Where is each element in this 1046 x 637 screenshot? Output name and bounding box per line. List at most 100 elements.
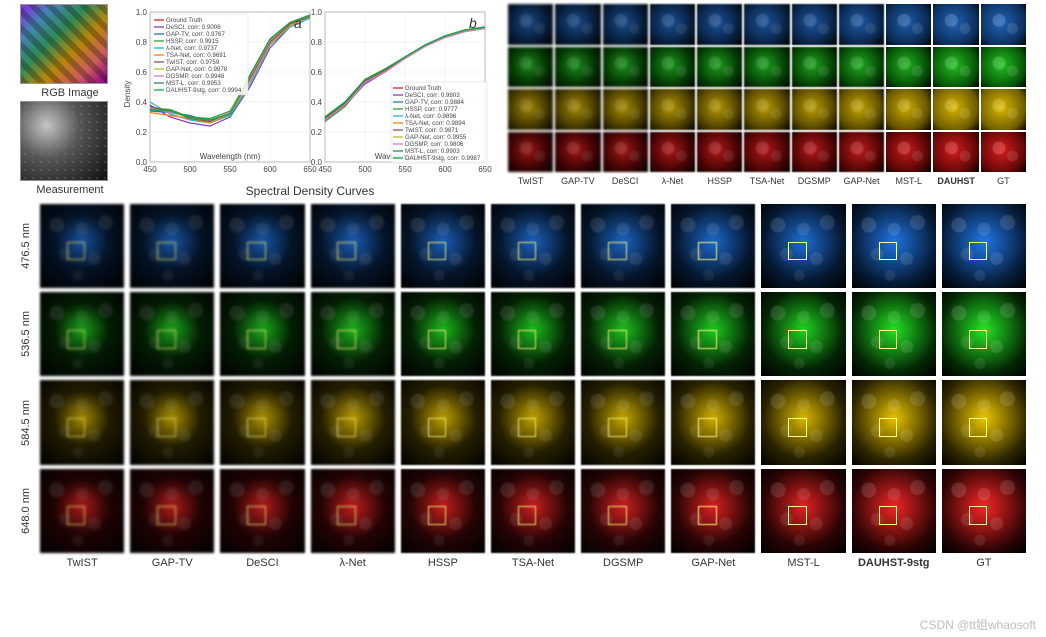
wavelength-label: 476.5 nm <box>20 223 34 269</box>
svg-text:550: 550 <box>398 165 412 174</box>
roi-box <box>879 506 898 525</box>
big-cell <box>942 204 1026 288</box>
mini-cell <box>981 47 1026 88</box>
mini-col-label: GT <box>981 176 1026 186</box>
mini-cell <box>603 47 648 88</box>
top-right-minigrid: TwISTGAP-TVDeSCIλ-NetHSSPTSA-NetDGSMPGAP… <box>500 4 1026 198</box>
roi-box <box>157 506 176 525</box>
roi-box <box>428 242 447 261</box>
measurement-label: Measurement <box>20 184 120 196</box>
mini-cell <box>603 132 648 173</box>
mini-cell <box>555 47 600 88</box>
mini-cell <box>555 4 600 45</box>
mini-cell <box>792 132 837 173</box>
mini-col-label: DGSMP <box>792 176 837 186</box>
svg-text:600: 600 <box>438 165 452 174</box>
mini-cell <box>839 132 884 173</box>
big-grid-row <box>40 380 1026 464</box>
big-cell <box>401 469 485 553</box>
big-cell <box>671 204 755 288</box>
big-column-labels: TwISTGAP-TVDeSCIλ-NetHSSPTSA-NetDGSMPGAP… <box>40 557 1026 569</box>
big-cell <box>220 292 304 376</box>
roi-box <box>247 418 266 437</box>
svg-text:TSA-Net, corr: 0.9691: TSA-Net, corr: 0.9691 <box>166 52 227 59</box>
big-cell <box>581 204 665 288</box>
mini-col-label: MST-L <box>886 176 931 186</box>
rgb-image-thumb <box>20 4 108 84</box>
big-cell <box>581 469 665 553</box>
svg-text:600: 600 <box>263 165 277 174</box>
roi-box <box>608 330 627 349</box>
mini-cell <box>981 89 1026 130</box>
svg-text:MST-L, corr: 0.9903: MST-L, corr: 0.9903 <box>405 148 460 155</box>
big-col-label: DGSMP <box>581 557 665 569</box>
big-cell <box>130 469 214 553</box>
roi-box <box>788 242 807 261</box>
svg-text:Ground Truth: Ground Truth <box>405 85 442 92</box>
mini-cell <box>603 89 648 130</box>
mini-cell <box>744 4 789 45</box>
mini-cell <box>603 4 648 45</box>
big-col-label: TwIST <box>40 557 124 569</box>
roi-box <box>969 242 988 261</box>
mini-cell <box>508 132 553 173</box>
mini-col-label: TSA-Net <box>744 176 789 186</box>
wavelength-label: 536.5 nm <box>20 311 34 357</box>
mini-cell <box>650 89 695 130</box>
big-row: 476.5 nm <box>20 204 1026 288</box>
big-grid-row <box>40 469 1026 553</box>
mini-cell <box>839 47 884 88</box>
big-cell <box>130 380 214 464</box>
roi-box <box>969 506 988 525</box>
roi-box <box>698 506 717 525</box>
mini-cell <box>555 132 600 173</box>
big-col-label: DAUHST-9stg <box>852 557 936 569</box>
mini-cell <box>933 4 978 45</box>
mini-cell <box>886 132 931 173</box>
roi-box <box>67 418 86 437</box>
mini-cell <box>697 47 742 88</box>
big-cell <box>852 469 936 553</box>
big-cell <box>491 204 575 288</box>
big-grid-row <box>40 204 1026 288</box>
big-cell <box>220 469 304 553</box>
roi-box <box>157 330 176 349</box>
roi-box <box>788 330 807 349</box>
svg-text:TSA-Net, corr: 0.9894: TSA-Net, corr: 0.9894 <box>405 120 466 127</box>
mini-cell <box>744 47 789 88</box>
roi-box <box>969 418 988 437</box>
watermark: CSDN @tt姐whaosoft <box>920 616 1036 633</box>
svg-text:λ-Net, corr: 0.9896: λ-Net, corr: 0.9896 <box>405 113 457 120</box>
big-cell <box>220 204 304 288</box>
roi-box <box>698 418 717 437</box>
svg-text:450: 450 <box>143 165 157 174</box>
measurement-thumb <box>20 101 108 181</box>
svg-text:Density: Density <box>123 81 132 108</box>
big-row: 536.5 nm <box>20 292 1026 376</box>
roi-box <box>879 418 898 437</box>
big-cell <box>491 292 575 376</box>
svg-text:a: a <box>294 15 302 31</box>
svg-text:DGSMP, corr: 0.9948: DGSMP, corr: 0.9948 <box>166 73 225 80</box>
chart-title: Spectral Density Curves <box>120 184 500 198</box>
big-cell <box>761 469 845 553</box>
roi-box <box>337 506 356 525</box>
big-cell <box>311 469 395 553</box>
big-col-label: λ-Net <box>311 557 395 569</box>
roi-box <box>518 506 537 525</box>
big-col-label: GT <box>942 557 1026 569</box>
big-cell <box>671 469 755 553</box>
roi-box <box>969 330 988 349</box>
big-row: 584.5 nm <box>20 380 1026 464</box>
roi-box <box>788 506 807 525</box>
mini-cell <box>650 4 695 45</box>
mini-cell <box>886 47 931 88</box>
roi-box <box>67 330 86 349</box>
big-cell <box>942 380 1026 464</box>
wavelength-label: 648.0 nm <box>20 488 34 534</box>
big-cell <box>581 380 665 464</box>
roi-box <box>698 330 717 349</box>
big-col-label: TSA-Net <box>491 557 575 569</box>
mini-cell <box>792 89 837 130</box>
svg-text:0.6: 0.6 <box>136 68 148 77</box>
